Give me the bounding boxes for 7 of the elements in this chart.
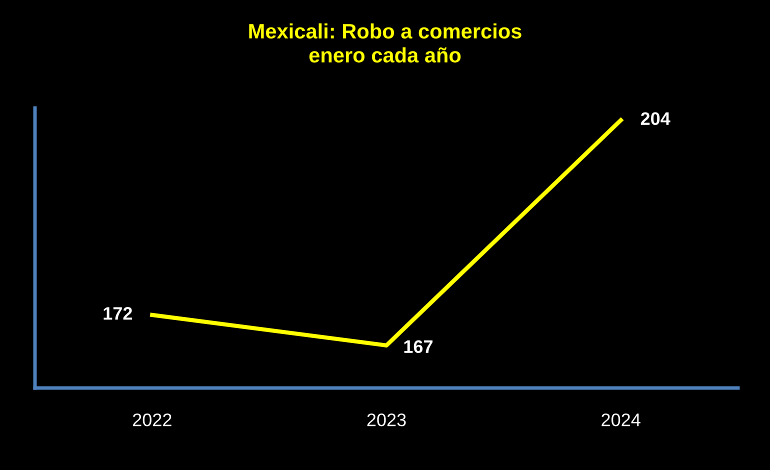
x-tick-label: 2024	[602, 413, 640, 426]
chart-title: Mexicali: Robo a comercios enero cada año	[249, 23, 522, 63]
data-label: 204	[640, 112, 670, 126]
x-tick-label: 2023	[367, 413, 406, 426]
data-label: 172	[104, 307, 132, 320]
x-tick-label: 2022	[132, 413, 172, 426]
data-label: 167	[404, 340, 432, 354]
